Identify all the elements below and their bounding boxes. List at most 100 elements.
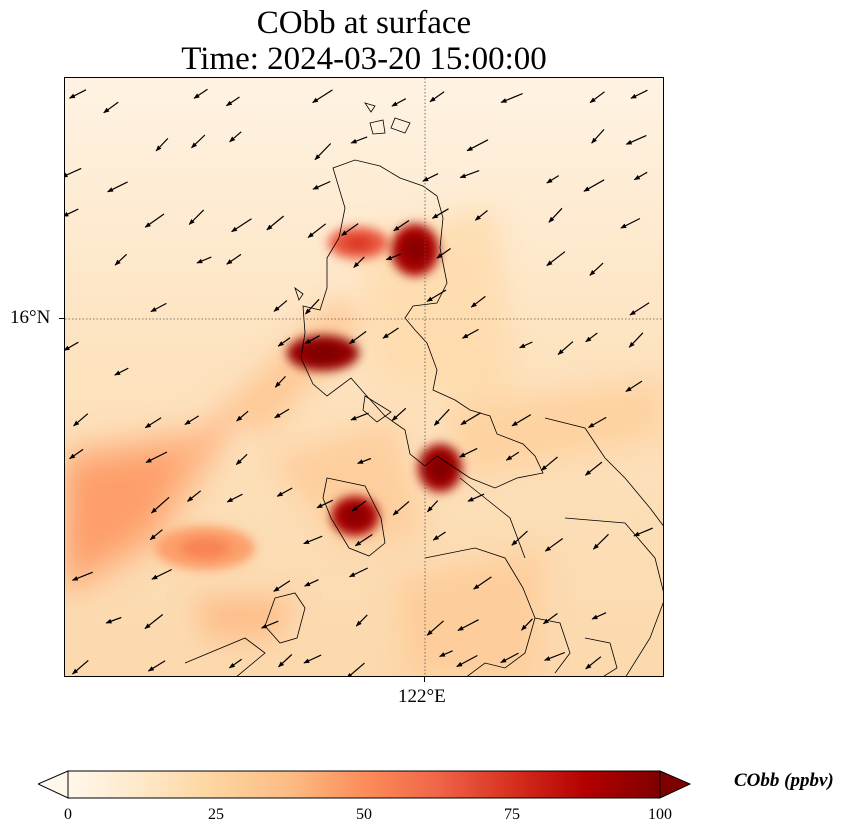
wind-vector <box>439 650 453 658</box>
wind-vector <box>459 170 480 179</box>
wind-vector <box>150 302 167 313</box>
wind-vector <box>278 654 293 668</box>
wind-vector <box>351 500 367 512</box>
wind-vector <box>144 614 164 630</box>
wind-vector <box>625 134 647 145</box>
wind-vector <box>589 91 605 104</box>
wind-vector <box>314 143 332 161</box>
wind-vector <box>107 181 128 193</box>
wind-vector <box>312 89 333 104</box>
wind-vector <box>391 407 407 421</box>
wind-vector <box>235 453 248 466</box>
coastline <box>184 637 266 676</box>
colorbar-min-extend <box>38 770 69 799</box>
colorbar-tick-label: 0 <box>64 806 72 823</box>
wind-vector <box>303 654 322 664</box>
wind-vector <box>584 461 603 476</box>
wind-vector <box>103 101 119 114</box>
wind-vector <box>460 412 482 426</box>
wind-vector <box>583 179 605 192</box>
coastline <box>322 477 386 557</box>
smoke-plume <box>65 453 185 578</box>
wind-vector <box>353 256 365 268</box>
cobb-map <box>65 78 663 676</box>
wind-vector <box>500 93 523 103</box>
hotspot-core <box>343 506 367 526</box>
wind-vector <box>69 448 84 460</box>
wind-vector <box>73 413 89 427</box>
wind-vector <box>587 416 607 429</box>
wind-vector <box>350 136 368 144</box>
wind-vector <box>466 139 489 152</box>
wind-vector <box>426 620 444 636</box>
wind-vector <box>633 171 648 181</box>
wind-vector <box>65 341 79 351</box>
wind-vector <box>467 493 485 502</box>
wind-vector <box>303 535 323 545</box>
coastline <box>390 117 411 134</box>
lon-tick <box>424 677 425 682</box>
wind-vector <box>341 223 359 236</box>
wind-vector <box>625 380 643 393</box>
title-line-2: Time: 2024-03-20 15:00:00 <box>181 41 547 77</box>
wind-vector <box>236 410 249 422</box>
map-background <box>65 78 663 676</box>
wind-vector <box>456 654 478 668</box>
wind-vector <box>144 417 162 429</box>
wind-vector <box>71 571 93 581</box>
wind-vector <box>266 215 285 231</box>
wind-vector <box>145 451 168 464</box>
wind-vector <box>274 375 286 388</box>
wind-vector <box>147 660 166 672</box>
wind-vector <box>585 332 598 343</box>
hotspot-core <box>343 235 373 251</box>
wind-vector <box>228 658 243 669</box>
wind-vector <box>225 96 240 107</box>
wind-vector <box>277 337 291 347</box>
coastline <box>369 119 386 135</box>
wind-vector <box>544 651 566 661</box>
wind-vector <box>155 137 169 152</box>
lat-tick <box>59 318 64 319</box>
wind-vector <box>521 618 533 631</box>
wind-vector <box>188 209 205 225</box>
wind-vector <box>273 300 288 312</box>
wind-vector <box>312 180 331 190</box>
wind-vector <box>150 496 170 514</box>
wind-vector <box>630 89 648 99</box>
wind-vector <box>470 295 486 308</box>
wind-vector <box>149 529 163 541</box>
coastline <box>459 477 526 559</box>
wind-vector <box>316 499 334 509</box>
wind-vector <box>436 248 451 259</box>
wind-vector <box>193 88 208 99</box>
coastline <box>364 102 376 113</box>
wind-vector <box>65 167 82 178</box>
wind-vector <box>633 527 653 537</box>
colorbar-max-extend <box>659 770 692 799</box>
wind-vector <box>187 490 202 502</box>
wind-vector <box>457 619 479 632</box>
wind-vector <box>196 256 212 264</box>
coastline <box>294 286 304 301</box>
wind-vector <box>357 457 372 464</box>
map-panel <box>64 77 664 677</box>
wind-vector <box>461 328 479 339</box>
wind-vector <box>511 414 532 427</box>
wind-vector <box>542 613 558 625</box>
wind-vector <box>391 98 407 107</box>
wind-vector <box>585 656 602 670</box>
wind-vector <box>346 662 365 676</box>
colorbar <box>38 770 692 799</box>
wind-vector <box>151 568 172 580</box>
wind-vector <box>229 131 242 143</box>
wind-vector <box>144 213 165 228</box>
hotspot-core <box>305 344 341 362</box>
smoke-plume <box>365 208 515 408</box>
wind-vector <box>500 652 519 664</box>
wind-vector <box>540 456 558 471</box>
wind-vector <box>273 580 291 592</box>
wind-vector <box>591 612 607 620</box>
coastline <box>300 159 544 489</box>
coastline <box>564 517 663 676</box>
